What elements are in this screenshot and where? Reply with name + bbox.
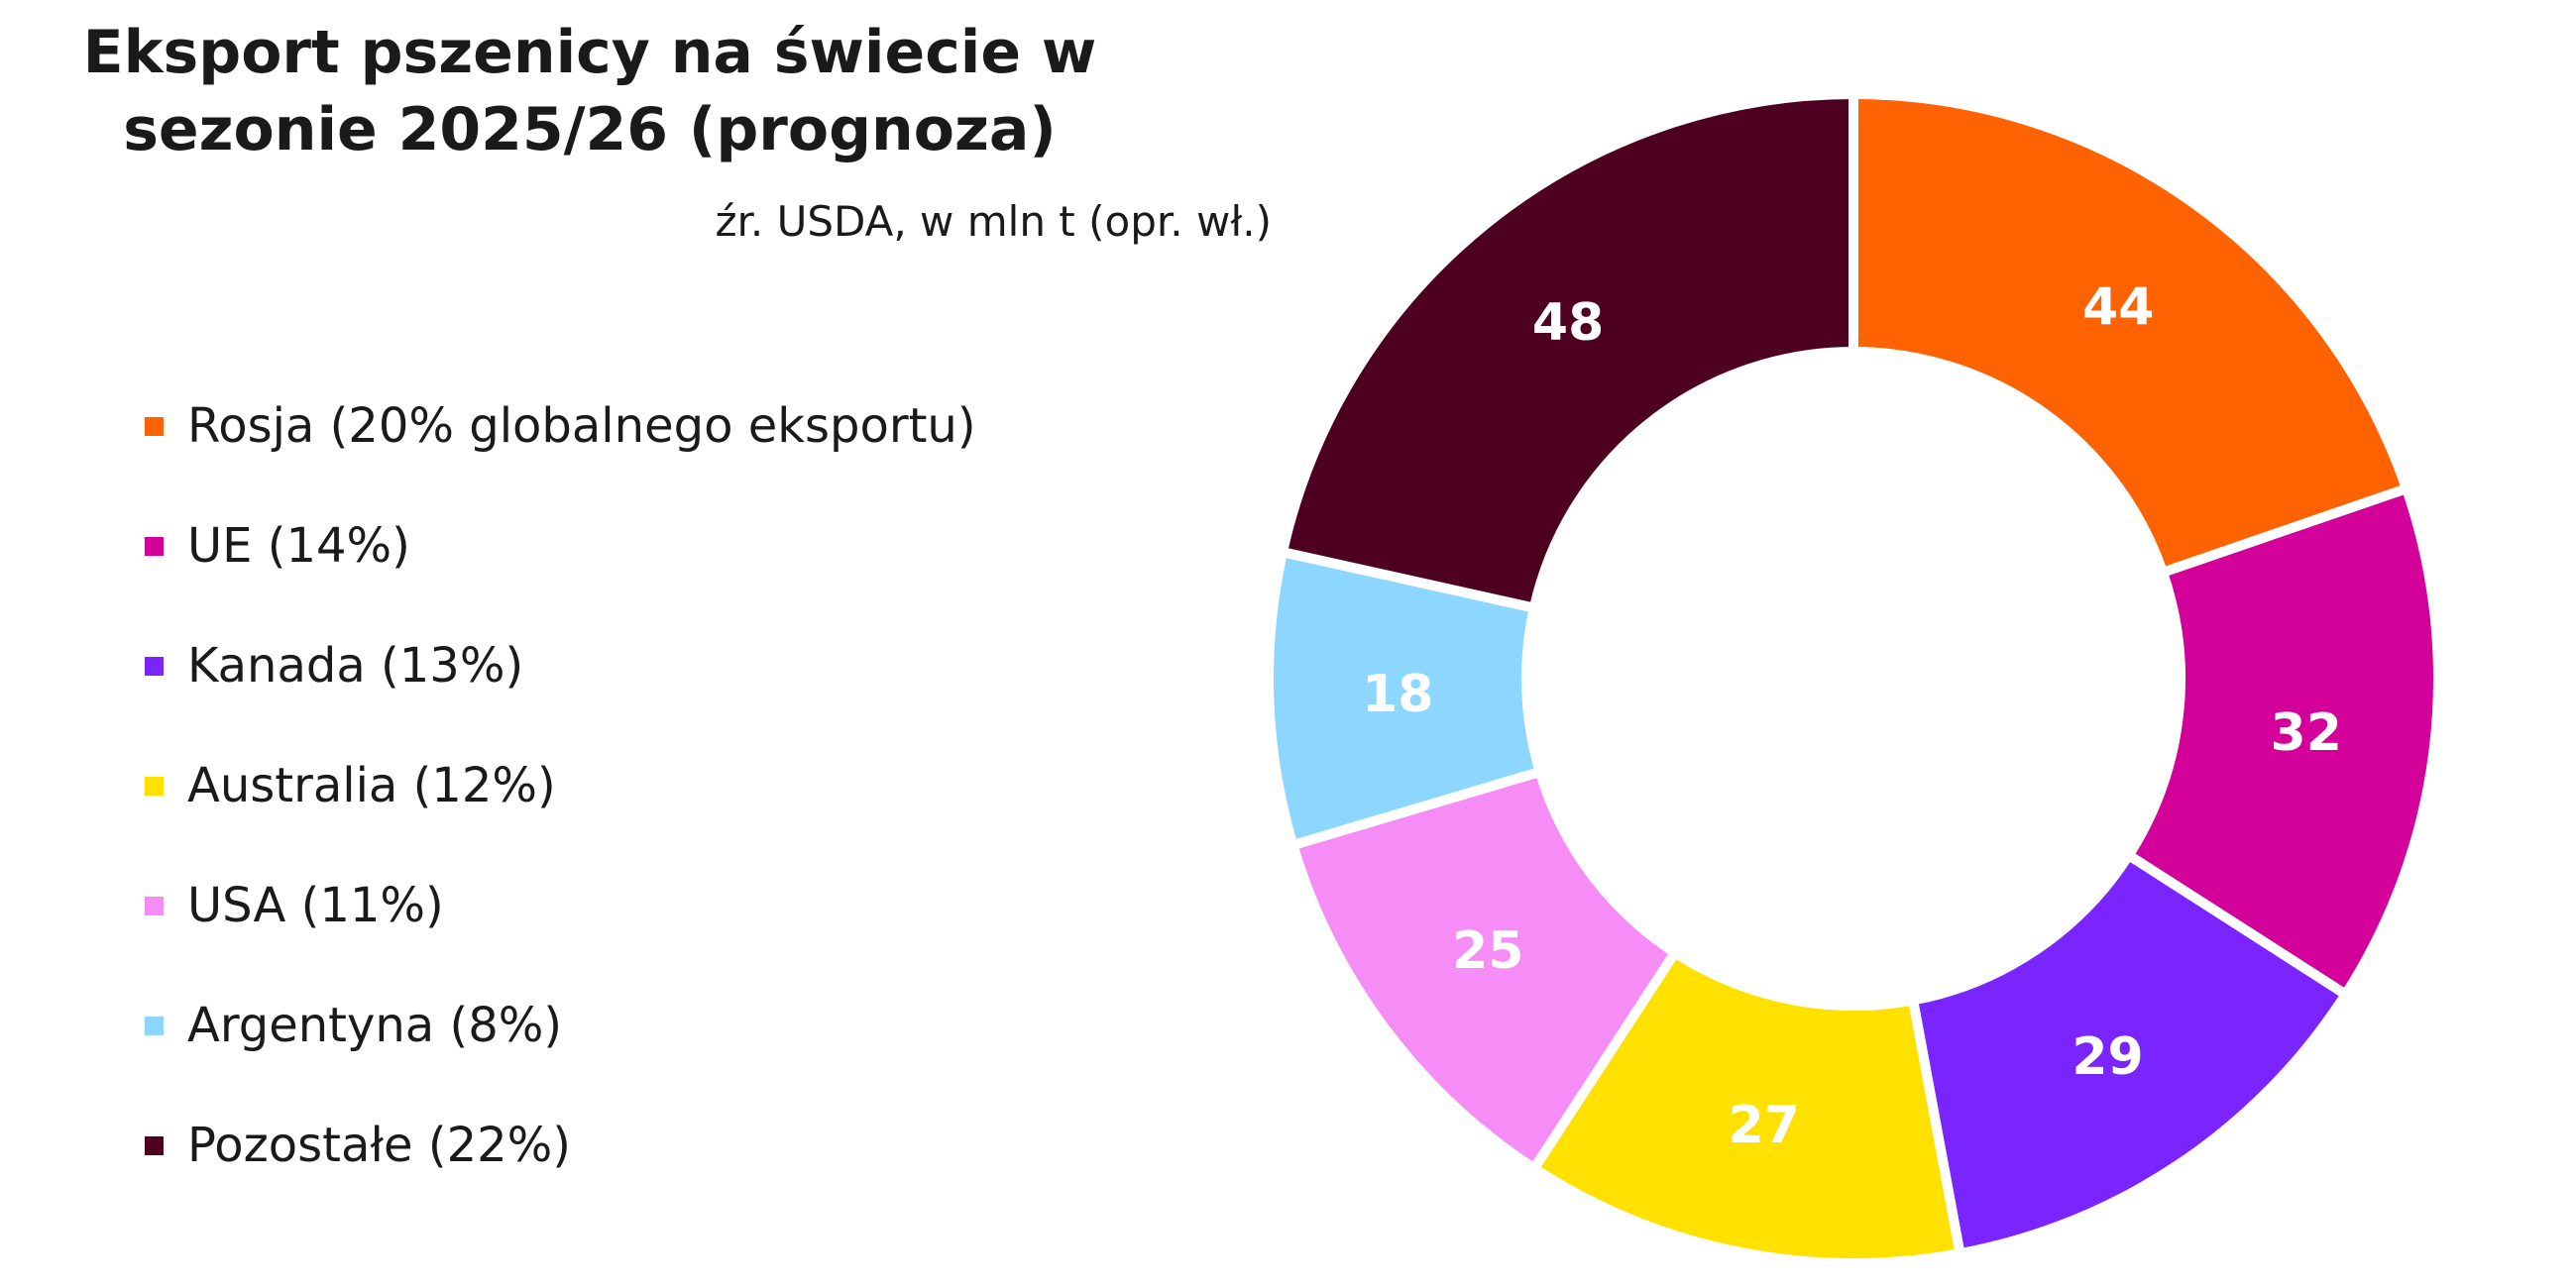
legend-label: Pozostałe (22%) (187, 1118, 571, 1173)
legend-swatch (145, 1016, 164, 1035)
legend-label: USA (11%) (187, 878, 444, 933)
legend-label: Rosja (20% globalnego eksportu) (187, 398, 976, 454)
legend-swatch (145, 536, 164, 556)
donut-slice (1848, 88, 2413, 580)
legend: Rosja (20% globalnego eksportu) UE (14%) K… (145, 391, 976, 1231)
slice-data-label: 25 (1452, 921, 1523, 981)
donut-chart: 44 32 29 27 25 18 48 (1264, 88, 2443, 1268)
slice-data-label: 29 (2072, 1027, 2143, 1087)
legend-item: UE (14%) (145, 511, 976, 581)
donut-slice (2121, 482, 2443, 1002)
legend-label: Australia (12%) (187, 758, 556, 813)
legend-swatch (145, 656, 164, 676)
legend-item: Kanada (13%) (145, 631, 976, 700)
donut-slice (1907, 848, 2353, 1259)
slice-data-label: 48 (1532, 293, 1604, 353)
slice-data-label: 27 (1729, 1096, 1800, 1155)
slice-data-label: 32 (2271, 703, 2342, 763)
legend-label: Kanada (13%) (187, 638, 524, 694)
donut-slice (1277, 88, 1858, 614)
chart-subtitle: źr. USDA, w mln t (opr. wł.) (715, 197, 1272, 246)
legend-item: Australia (12%) (145, 751, 976, 820)
donut-slice (1287, 765, 1682, 1176)
slice-data-label: 44 (2082, 278, 2154, 338)
donut-slice (1526, 945, 1966, 1268)
legend-item: USA (11%) (145, 871, 976, 940)
legend-item: Pozostałe (22%) (145, 1111, 976, 1180)
legend-item: Argentyna (8%) (145, 991, 976, 1060)
legend-swatch (145, 1135, 164, 1155)
legend-item: Rosja (20% globalnego eksportu) (145, 391, 976, 461)
chart-title: Eksport pszenicy na świecie w sezonie 20… (82, 18, 1097, 164)
slice-data-label: 18 (1362, 665, 1433, 724)
legend-swatch (145, 776, 164, 796)
legend-label: Argentyna (8%) (187, 998, 563, 1053)
legend-label: UE (14%) (187, 518, 410, 574)
legend-swatch (145, 896, 164, 915)
legend-swatch (145, 416, 164, 436)
